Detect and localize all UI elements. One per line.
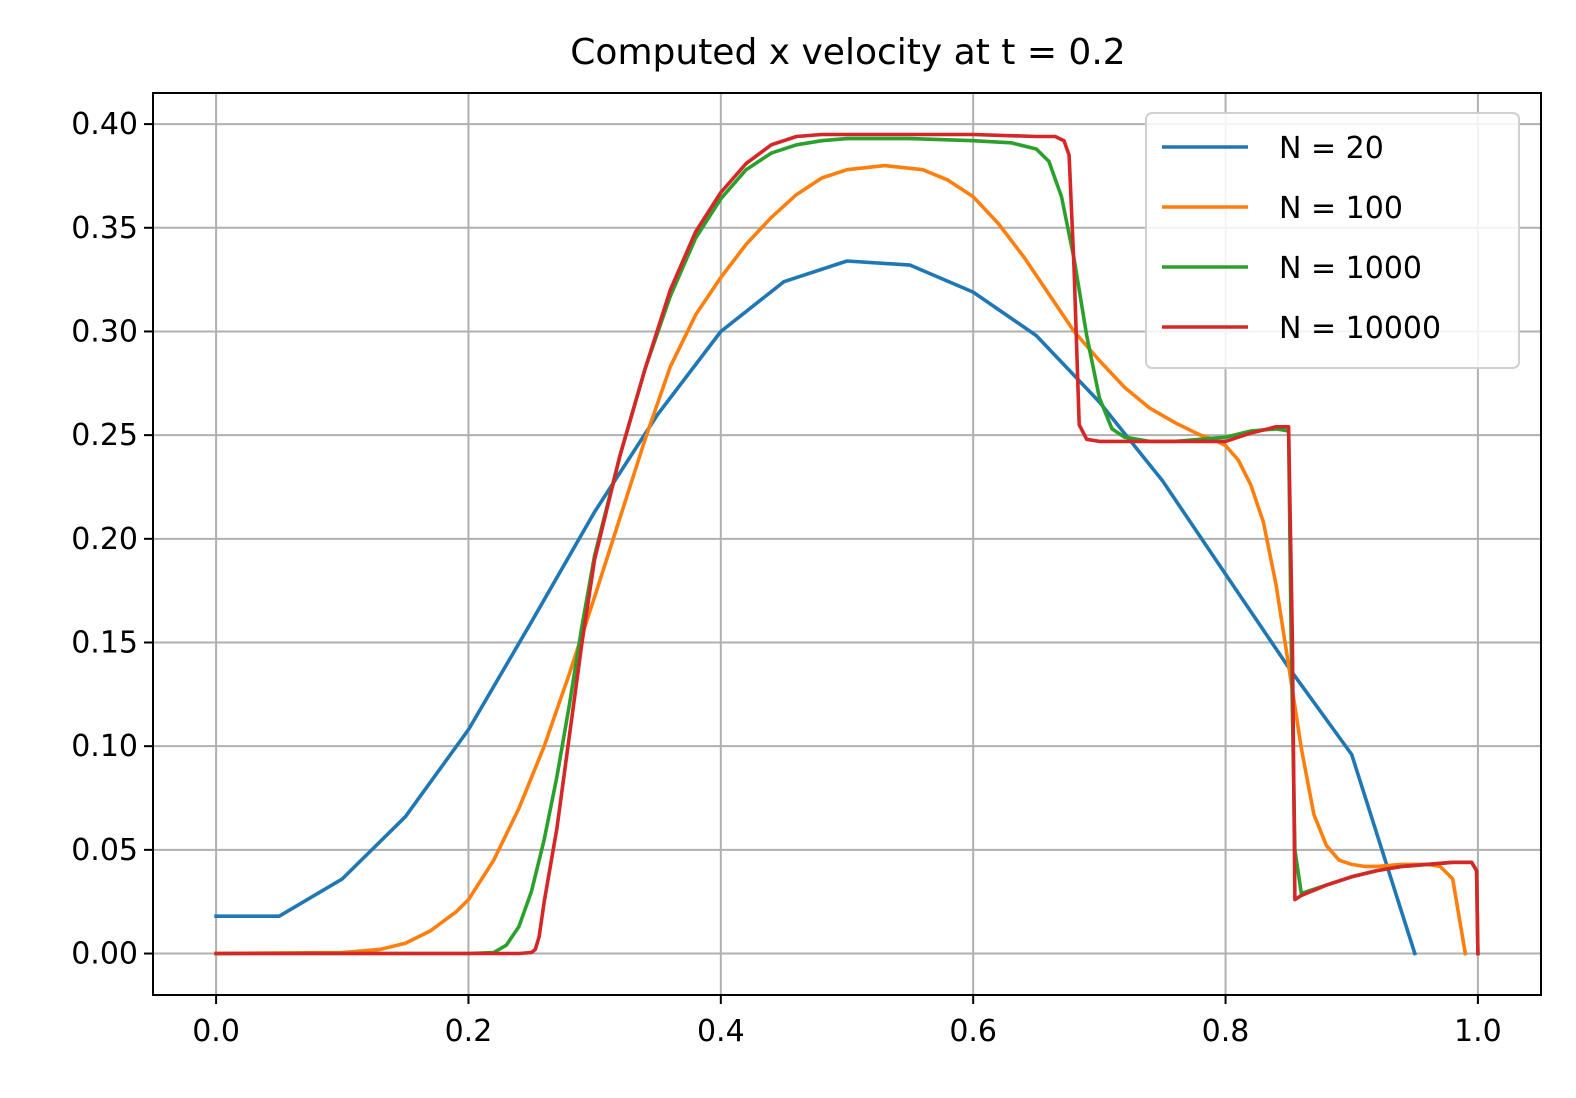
y-tick-label: 0.20 bbox=[71, 522, 138, 557]
series-line-4 bbox=[214, 132, 1480, 956]
y-tick-label: 0.35 bbox=[71, 211, 138, 246]
y-tick-label: 0.25 bbox=[71, 418, 138, 453]
data-lines bbox=[214, 132, 1480, 956]
y-tick-label: 0.05 bbox=[71, 833, 138, 868]
legend-label: N = 10000 bbox=[1279, 311, 1441, 346]
x-tick-label: 0.2 bbox=[445, 1014, 493, 1049]
x-tick-label: 0.8 bbox=[1202, 1014, 1250, 1049]
legend: N = 20 N = 100 N = 1000 N = 10000 bbox=[1145, 112, 1520, 369]
chart-title: Computed x velocity at t = 0.2 bbox=[570, 32, 1125, 73]
y-tick-label: 0.15 bbox=[71, 625, 138, 660]
axes-frame bbox=[152, 92, 1542, 996]
axis-ticks: 0.0 0.2 0.4 0.6 0.8 1.0 0.00 0.05 0.10 0.15 0.20 0.… bbox=[71, 107, 1502, 1049]
series-line-2 bbox=[214, 163, 1468, 956]
y-tick-label: 0.00 bbox=[71, 937, 138, 972]
x-tick-label: 1.0 bbox=[1454, 1014, 1502, 1049]
y-tick-label: 0.30 bbox=[71, 314, 138, 349]
x-tick-label: 0.6 bbox=[949, 1014, 997, 1049]
x-tick-label: 0.0 bbox=[192, 1014, 240, 1049]
x-tick-label: 0.4 bbox=[697, 1014, 745, 1049]
legend-box bbox=[1145, 112, 1520, 369]
legend-label: N = 20 bbox=[1279, 131, 1384, 166]
legend-label: N = 1000 bbox=[1279, 251, 1422, 286]
y-tick-label: 0.10 bbox=[71, 729, 138, 764]
legend-label: N = 100 bbox=[1279, 191, 1403, 226]
y-tick-label: 0.40 bbox=[71, 107, 138, 142]
series-line-1 bbox=[214, 259, 1418, 956]
